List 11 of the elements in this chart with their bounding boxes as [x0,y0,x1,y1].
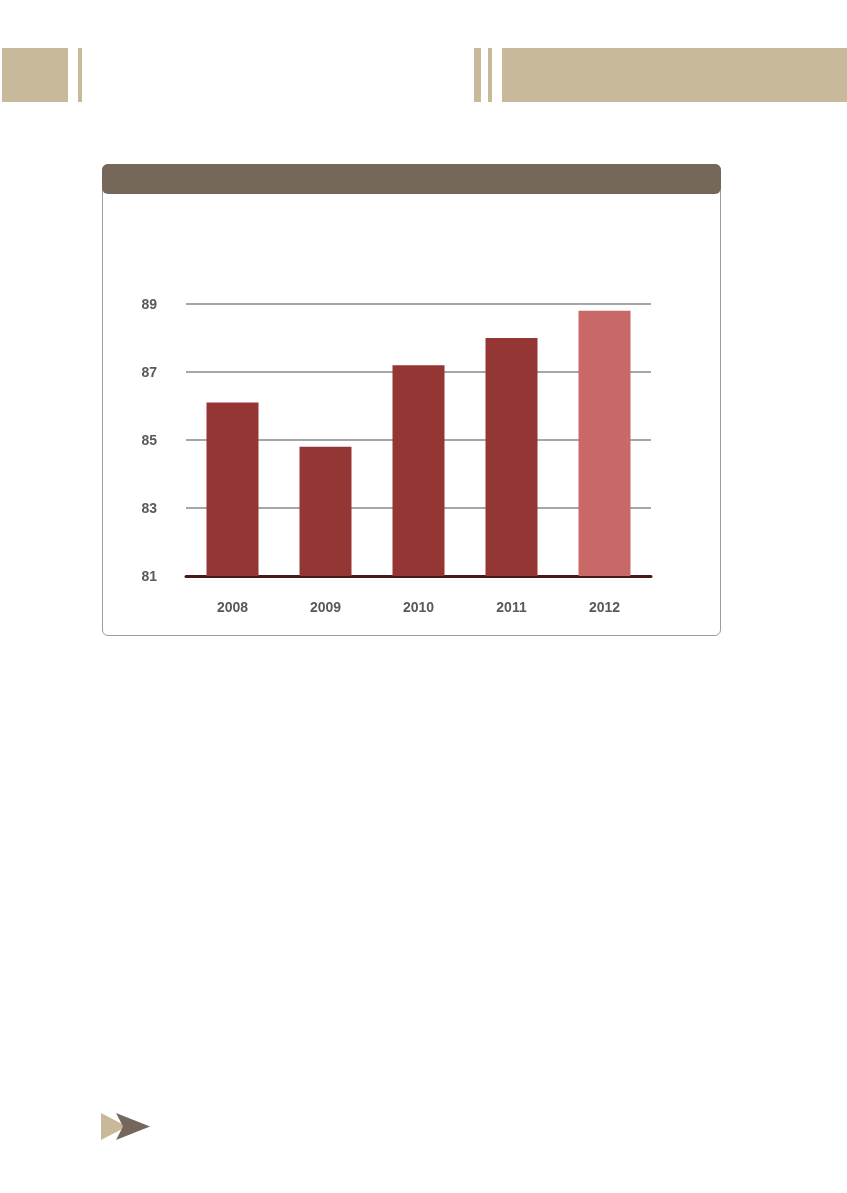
y-tick-label: 81 [141,568,158,584]
chart-panel: 81 83 85 87 89 2008 2009 2010 2011 2012 [102,164,721,636]
x-tick-label: 2008 [216,599,249,615]
x-tick-label: 2009 [309,599,342,615]
x-tick-label: 2010 [402,599,435,615]
x-tick-label: 2011 [496,599,527,615]
y-tick-label: 87 [141,364,158,380]
y-tick-label: 83 [141,500,158,516]
y-tick-label: 85 [141,432,158,448]
y-tick-label: 89 [141,296,158,312]
x-tick-label: 2012 [588,599,621,615]
